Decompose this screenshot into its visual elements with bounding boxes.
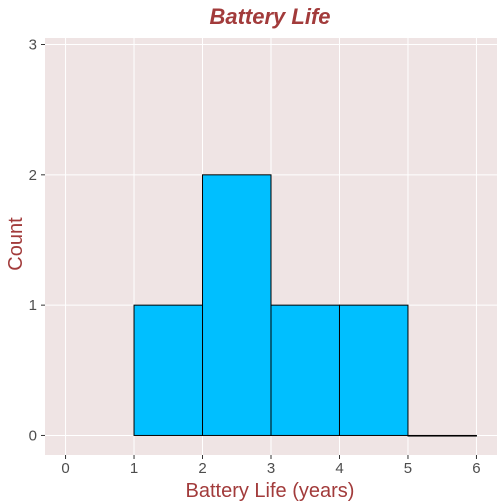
histogram-bars bbox=[133, 174, 477, 437]
histogram-bar bbox=[133, 304, 204, 436]
chart-title: Battery Life bbox=[209, 4, 330, 29]
x-tick-label: 1 bbox=[130, 460, 138, 477]
y-axis-title: Count bbox=[5, 217, 27, 271]
x-axis-title: Battery Life (years) bbox=[186, 480, 355, 502]
y-tick-label: 0 bbox=[29, 427, 37, 444]
x-axis-ticks: 0 1 2 3 4 5 6 bbox=[61, 455, 481, 477]
x-tick-label: 6 bbox=[472, 460, 480, 477]
histogram-bar bbox=[202, 174, 272, 436]
x-tick-label: 5 bbox=[404, 460, 412, 477]
y-tick-label: 2 bbox=[29, 167, 37, 184]
x-tick-label: 4 bbox=[335, 460, 343, 477]
histogram-bar bbox=[338, 304, 409, 436]
histogram-bar bbox=[407, 434, 477, 437]
x-tick-label: 0 bbox=[61, 460, 69, 477]
histogram-bar bbox=[270, 304, 340, 436]
y-tick-label: 3 bbox=[29, 37, 37, 54]
y-tick-label: 1 bbox=[29, 297, 37, 314]
x-tick-label: 2 bbox=[198, 460, 206, 477]
y-axis-ticks: 0 1 2 3 bbox=[29, 37, 45, 444]
x-tick-label: 3 bbox=[267, 460, 275, 477]
